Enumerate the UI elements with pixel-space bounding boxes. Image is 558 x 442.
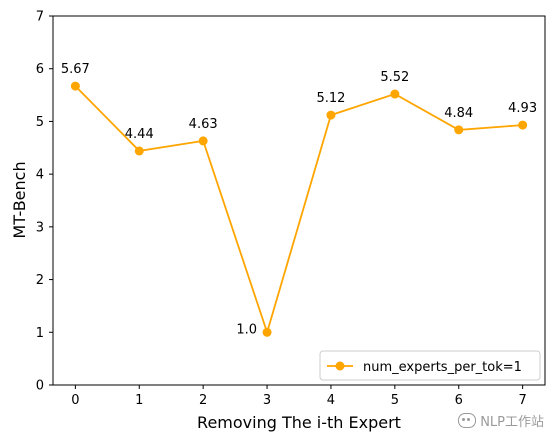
data-labels: 5.67 4.44 4.63 1.0 5.12 5.52 4.84 4.93 — [61, 62, 537, 337]
wechat-icon — [458, 413, 477, 428]
y-axis-label: MT-Bench — [10, 161, 29, 238]
y-tick-label: 2 — [36, 273, 44, 288]
series — [70, 81, 528, 337]
data-label: 5.12 — [316, 91, 345, 106]
legend-box — [319, 350, 541, 381]
data-label: 5.52 — [380, 70, 409, 85]
data-point — [70, 81, 80, 91]
data-point — [390, 89, 400, 99]
x-tick-label: 1 — [135, 393, 143, 408]
data-point — [454, 125, 464, 135]
x-tick-label: 3 — [263, 393, 271, 408]
data-label: 4.63 — [189, 117, 218, 132]
x-tick-label: 7 — [518, 393, 526, 408]
data-point — [262, 327, 272, 337]
x-axis-label: Removing The i-th Expert — [197, 413, 401, 432]
y-tick-label: 6 — [36, 62, 44, 77]
legend: num_experts_per_tok=1 — [319, 350, 541, 381]
y-tick-label: 4 — [36, 168, 44, 183]
watermark-text: NLP工作站 — [480, 415, 544, 430]
data-point — [518, 120, 528, 130]
legend-marker — [335, 361, 345, 371]
watermark: NLP工作站 — [458, 411, 544, 430]
x-tick-label: 4 — [327, 393, 335, 408]
data-label: 1.0 — [236, 322, 257, 337]
x-tick-label: 2 — [199, 393, 207, 408]
data-point — [134, 146, 144, 156]
y-tick-label: 7 — [36, 10, 44, 25]
x-tick-label: 6 — [455, 393, 463, 408]
y-tick-label: 1 — [36, 326, 44, 341]
data-point — [326, 110, 336, 120]
data-label: 4.93 — [508, 101, 537, 116]
x-tick-label: 5 — [391, 393, 399, 408]
y-tick-label: 3 — [36, 220, 44, 235]
legend-entry-label: num_experts_per_tok=1 — [363, 360, 522, 375]
y-tick-label: 0 — [36, 379, 44, 394]
x-tick-label: 0 — [71, 393, 79, 408]
plot-frame — [52, 15, 546, 386]
data-point — [198, 136, 208, 146]
data-label: 4.44 — [125, 127, 154, 142]
data-label: 5.67 — [61, 62, 90, 77]
series-line — [74, 85, 523, 336]
ticks: 0 1 2 3 4 5 6 7 0 1 2 3 4 5 6 7 — [36, 10, 527, 409]
y-tick-label: 5 — [36, 115, 44, 130]
data-label: 4.84 — [444, 106, 473, 121]
plot-area — [53, 16, 545, 385]
